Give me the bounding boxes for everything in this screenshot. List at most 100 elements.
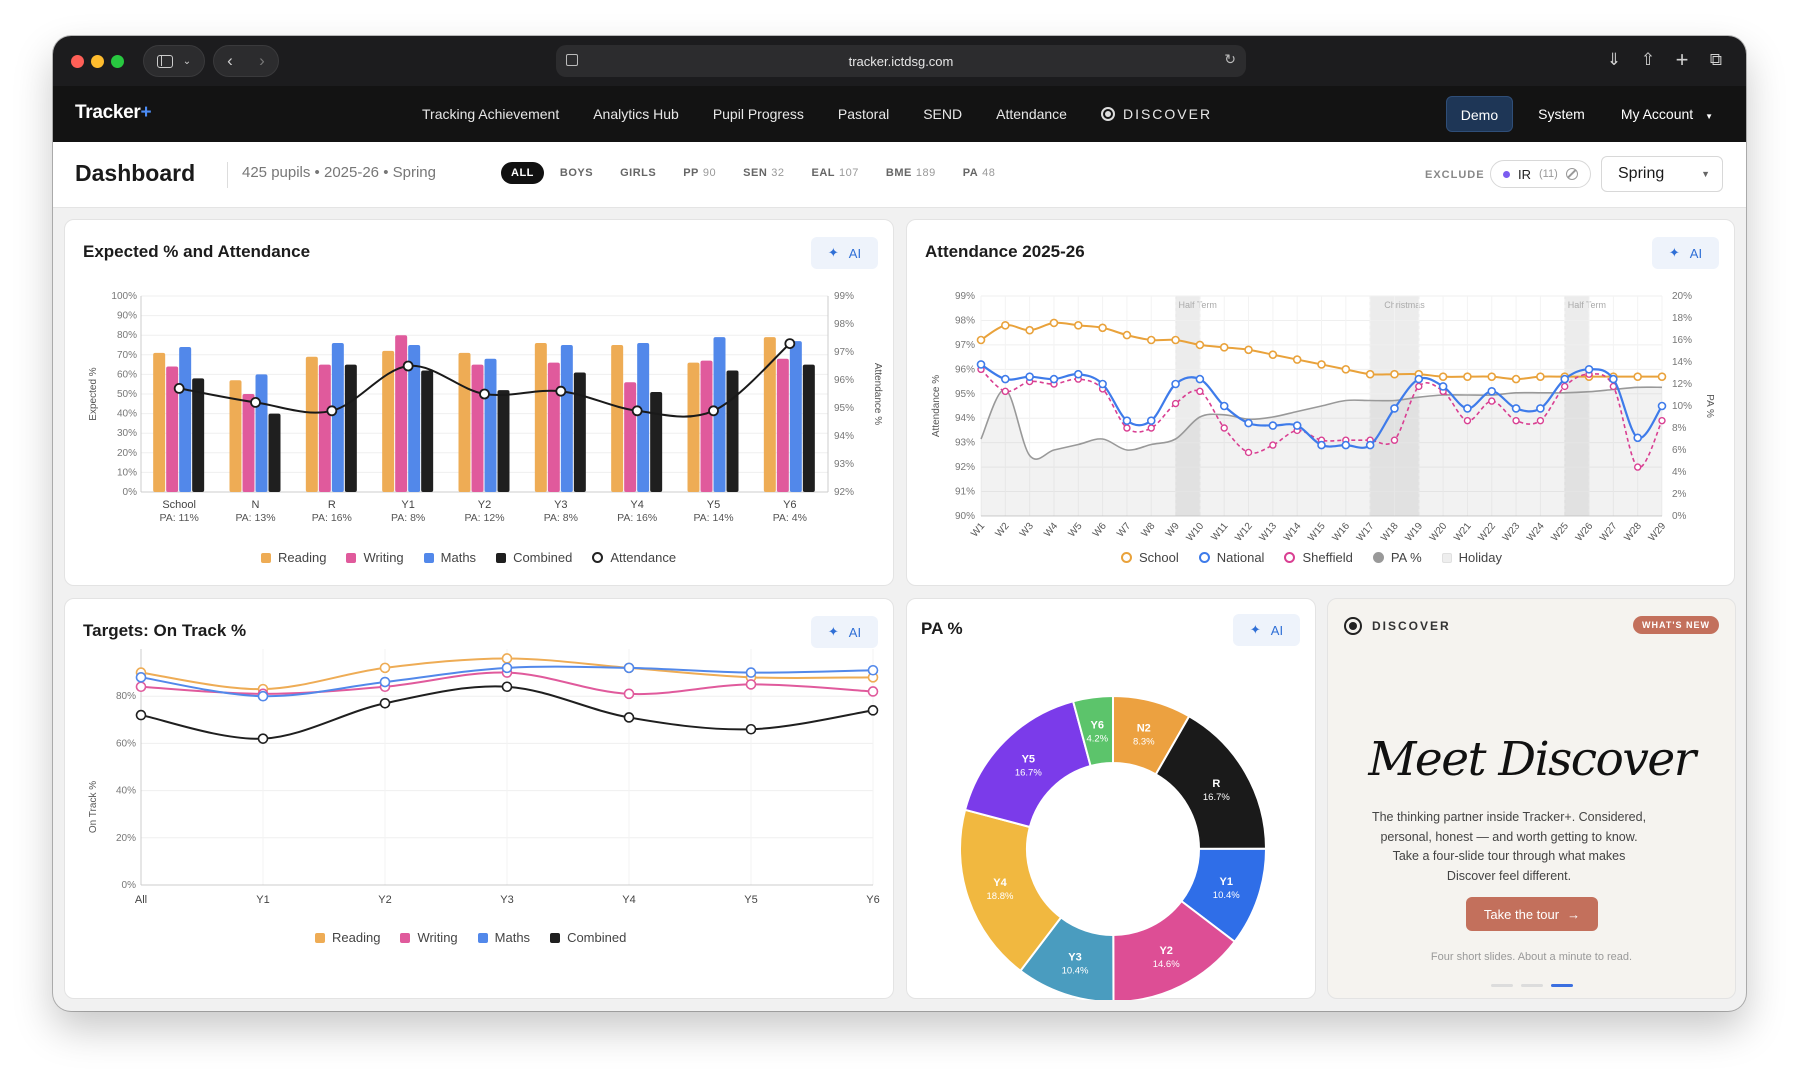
- legend-maths[interactable]: Maths: [423, 550, 477, 565]
- legend-combined[interactable]: Combined: [550, 930, 626, 945]
- ai-button[interactable]: ✦ AI: [811, 616, 878, 648]
- exclude-ir-pill[interactable]: IR (11): [1490, 160, 1591, 188]
- legend-writing[interactable]: Writing: [346, 550, 404, 565]
- legend-label: Maths: [440, 550, 477, 565]
- filter-boys[interactable]: BOYS: [560, 167, 593, 179]
- national-point: [1414, 374, 1424, 384]
- y2-tick-label: 14%: [1672, 357, 1692, 368]
- school-point: [1244, 345, 1253, 355]
- filter-eal[interactable]: EAL 107: [812, 167, 859, 179]
- share-icon[interactable]: ⇧: [1640, 50, 1656, 69]
- filter-pp[interactable]: PP 90: [683, 167, 716, 179]
- combined-point: [623, 712, 635, 723]
- slice-label: Y6: [1091, 720, 1104, 732]
- account-menu[interactable]: My Account ▼: [1621, 106, 1713, 122]
- ir-dot-icon: [1503, 170, 1510, 178]
- zoom-window-button[interactable]: [111, 55, 124, 68]
- ban-icon: [1565, 168, 1578, 180]
- x-tick-label: Y5: [744, 894, 757, 906]
- legend-sheffield[interactable]: Sheffield: [1284, 550, 1353, 565]
- discover-headline: Meet Discover: [1368, 732, 1696, 787]
- bar-combined: [573, 372, 586, 492]
- national-point: [1536, 404, 1545, 413]
- nav-send[interactable]: SEND: [923, 106, 963, 122]
- demo-button[interactable]: Demo: [1445, 96, 1514, 132]
- national-point: [1609, 374, 1618, 384]
- nav-attendance[interactable]: Attendance: [996, 106, 1067, 122]
- filter-bme[interactable]: BME 189: [886, 167, 936, 179]
- ai-label: AI: [1270, 622, 1284, 638]
- school-point: [1146, 335, 1156, 345]
- legend-writing[interactable]: Writing: [400, 930, 458, 945]
- legend-pa[interactable]: PA %: [1372, 550, 1422, 565]
- filter-pa[interactable]: PA 48: [963, 167, 996, 179]
- legend-holiday[interactable]: Holiday: [1441, 550, 1502, 565]
- nav-analytics-hub[interactable]: Analytics Hub: [593, 106, 679, 122]
- tab-overview-icon[interactable]: ⧉: [1709, 50, 1723, 69]
- school-point: [1657, 372, 1667, 381]
- legend-attendance[interactable]: Attendance: [592, 550, 676, 565]
- page-title: Dashboard: [75, 160, 196, 186]
- ai-button[interactable]: ✦ AI: [1233, 614, 1300, 646]
- maths-point: [867, 664, 879, 676]
- new-tab-icon[interactable]: +: [1675, 47, 1689, 72]
- carousel-dot-active[interactable]: [1551, 984, 1573, 987]
- sidebar-toggle-button[interactable]: ⌄: [143, 45, 205, 77]
- legend-combined[interactable]: Combined: [496, 550, 572, 565]
- legend-reading[interactable]: Reading: [261, 550, 326, 565]
- take-tour-button[interactable]: Take the tour →: [1466, 897, 1598, 931]
- legend-swatch: [1284, 552, 1296, 563]
- sparkle-icon: ✦: [1668, 245, 1680, 260]
- slice-value: 18.8%: [987, 891, 1014, 902]
- filter-label: EAL: [811, 167, 836, 179]
- season-select[interactable]: Spring ▼: [1601, 156, 1723, 192]
- maths-point: [257, 690, 269, 702]
- nav-system[interactable]: System: [1538, 106, 1585, 122]
- back-icon[interactable]: ‹: [227, 51, 233, 70]
- sparkle-icon: ✦: [1249, 622, 1261, 637]
- card-title: Attendance 2025-26: [925, 242, 1085, 261]
- minimize-window-button[interactable]: [91, 55, 104, 68]
- carousel-dot[interactable]: [1521, 984, 1543, 987]
- y2-tick-label: 16%: [1672, 335, 1692, 346]
- filter-count: 107: [839, 167, 859, 179]
- ai-button[interactable]: ✦ AI: [1652, 237, 1719, 269]
- national-point: [1219, 401, 1229, 411]
- y-tick-label: 99%: [955, 291, 975, 302]
- close-window-button[interactable]: [71, 55, 84, 68]
- ai-button[interactable]: ✦ AI: [811, 237, 878, 269]
- nav-tracking-achievement[interactable]: Tracking Achievement: [422, 106, 560, 122]
- carousel-dot[interactable]: [1491, 984, 1513, 987]
- x-sub-label: PA: 8%: [391, 512, 425, 524]
- legend-maths[interactable]: Maths: [477, 930, 530, 945]
- browser-window: ⌄ ‹ › tracker.ictdsg.com ↻ ⇓ ⇧ + ⧉ Track…: [53, 36, 1746, 1011]
- download-icon[interactable]: ⇓: [1606, 50, 1622, 69]
- forward-icon[interactable]: ›: [259, 51, 265, 70]
- attendance-point: [555, 385, 567, 397]
- x-tick-label: W29: [1647, 521, 1669, 544]
- nav-pupil-progress[interactable]: Pupil Progress: [712, 106, 804, 122]
- school-point: [1049, 318, 1059, 328]
- filter-girls[interactable]: GIRLS: [620, 167, 656, 179]
- legend-national[interactable]: National: [1198, 550, 1265, 565]
- y-tick-label: 95%: [955, 389, 975, 400]
- legend-label: National: [1216, 550, 1265, 565]
- filter-sen[interactable]: SEN 32: [743, 167, 784, 179]
- filter-all[interactable]: ALL: [501, 162, 544, 184]
- sheffield-point: [1536, 416, 1545, 425]
- address-bar[interactable]: tracker.ictdsg.com ↻: [556, 45, 1246, 77]
- x-tick-label: W22: [1476, 521, 1498, 544]
- legend-school[interactable]: School: [1121, 550, 1179, 565]
- school-point: [1633, 372, 1642, 381]
- brand-logo[interactable]: Tracker+: [75, 102, 152, 124]
- nav-pastoral[interactable]: Pastoral: [837, 106, 890, 122]
- page-menu-icon[interactable]: [566, 54, 578, 66]
- nav-discover[interactable]: DISCOVER: [1100, 106, 1246, 122]
- x-tick-label: W19: [1403, 521, 1425, 544]
- tour-label: Take the tour: [1483, 906, 1560, 922]
- reload-icon[interactable]: ↻: [1224, 51, 1236, 67]
- legend-reading[interactable]: Reading: [315, 930, 380, 945]
- x-tick-label: W14: [1282, 521, 1304, 544]
- bar-combined: [497, 390, 510, 492]
- school-point: [1122, 330, 1132, 340]
